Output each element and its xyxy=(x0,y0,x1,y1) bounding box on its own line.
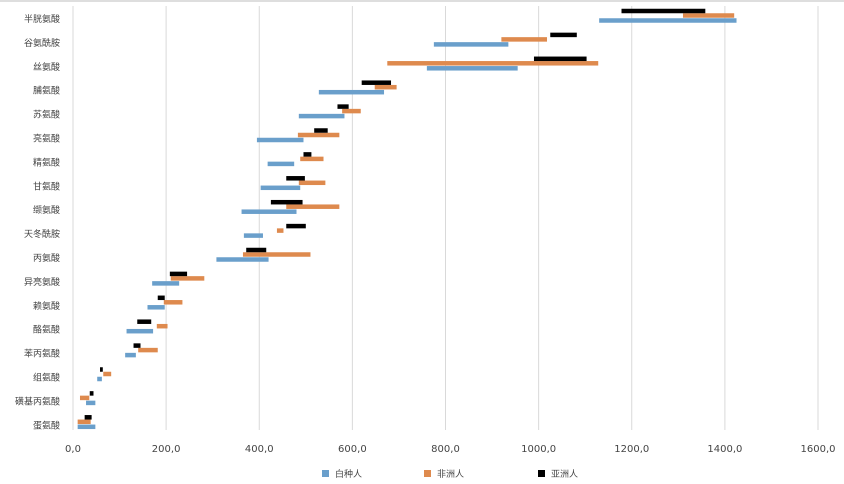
category-label: 苏氨酸 xyxy=(33,109,60,121)
bar-white xyxy=(433,42,509,47)
bar-african xyxy=(374,84,397,90)
bar-african xyxy=(286,204,340,209)
bar-asian xyxy=(137,319,152,324)
category-label: 亮氨酸 xyxy=(33,133,60,145)
legend-label: 白种人 xyxy=(335,470,363,480)
bar-african xyxy=(297,132,340,138)
category-label: 谷氨酰胺 xyxy=(24,37,60,49)
bar-asian xyxy=(621,8,706,14)
x-tick-label: 800,0 xyxy=(431,444,460,455)
bar-asian xyxy=(246,247,267,253)
legend-item: 亚洲人 xyxy=(538,467,578,480)
bar-asian xyxy=(270,199,303,205)
bar-asian xyxy=(89,391,94,396)
bar-asian xyxy=(533,56,587,62)
bar-white xyxy=(318,89,385,95)
bar-asian xyxy=(100,367,103,372)
category-label: 精氨酸 xyxy=(33,156,60,168)
bar-african xyxy=(342,108,361,114)
bar-asian xyxy=(157,295,165,301)
bar-asian xyxy=(133,343,141,348)
category-label: 脯氨酸 xyxy=(33,85,60,97)
bar-white xyxy=(147,305,165,310)
category-labels: 半胱氨酸谷氨酰胺丝氨酸脯氨酸苏氨酸亮氨酸精氨酸甘氨酸缬氨酸天冬酰胺丙氨酸异亮氨酸… xyxy=(15,13,60,431)
bar-asian xyxy=(361,80,392,85)
bar-white xyxy=(97,376,102,382)
bar-asian xyxy=(550,32,577,38)
x-tick-label: 0,0 xyxy=(65,444,81,455)
category-label: 组氨酸 xyxy=(33,372,60,384)
category-label: 天冬酰胺 xyxy=(24,228,60,240)
legend: 白种人 非洲人 亚洲人 xyxy=(0,467,844,481)
bar-asian xyxy=(286,176,305,181)
bar-asian xyxy=(337,104,349,109)
bar-white xyxy=(216,257,269,262)
bar-african xyxy=(170,276,205,281)
legend-item: 非洲人 xyxy=(424,467,464,480)
bar-white xyxy=(125,352,136,358)
category-label: 丝氨酸 xyxy=(33,61,60,73)
bar-african xyxy=(276,228,284,233)
bar-african xyxy=(387,61,599,66)
bar-white xyxy=(599,18,737,23)
legend-item: 白种人 xyxy=(322,467,362,480)
bar-asian xyxy=(286,223,306,229)
category-label: 缬氨酸 xyxy=(33,204,60,216)
x-tick-label: 600,0 xyxy=(338,444,367,455)
category-label: 异亮氨酸 xyxy=(24,276,60,288)
bar-white xyxy=(267,161,295,167)
bar-white xyxy=(426,66,518,71)
x-tick-label: 400,0 xyxy=(245,444,274,455)
bar-african xyxy=(77,419,91,425)
category-label: 丙氨酸 xyxy=(33,252,60,264)
x-tick-label: 1400,0 xyxy=(707,444,742,455)
bar-white xyxy=(256,137,304,143)
bar-white xyxy=(241,209,297,214)
bar-african xyxy=(138,347,158,353)
bar-white xyxy=(86,400,96,406)
bars xyxy=(77,8,737,430)
bar-african xyxy=(103,371,112,377)
category-label: 磺基丙氨酸 xyxy=(15,395,60,407)
bar-african xyxy=(242,252,311,257)
bar-white xyxy=(298,113,345,119)
bar-asian xyxy=(169,271,188,277)
bar-african xyxy=(300,156,324,162)
bar-asian xyxy=(314,128,328,133)
legend-swatch xyxy=(538,470,545,477)
x-tick-label: 1200,0 xyxy=(614,444,649,455)
bar-white xyxy=(152,281,180,286)
bar-african xyxy=(298,180,326,186)
x-tick-labels: 0,0 200,0 400,0 600,0 800,0 1000,0 1200,0 1400,… xyxy=(65,444,835,455)
bar-white xyxy=(77,424,96,430)
x-tick-label: 200,0 xyxy=(152,444,181,455)
bar-asian xyxy=(303,152,312,157)
category-label: 酪氨酸 xyxy=(33,324,60,336)
category-label: 半胱氨酸 xyxy=(24,13,60,25)
bar-asian xyxy=(84,415,92,420)
legend-swatch xyxy=(322,470,329,477)
x-tick-label: 1600,0 xyxy=(801,444,836,455)
bar-african xyxy=(156,323,168,329)
legend-label: 非洲人 xyxy=(437,470,465,480)
bar-african xyxy=(682,13,735,18)
bar-african xyxy=(79,395,90,401)
bar-african xyxy=(501,37,548,42)
category-label: 蛋氨酸 xyxy=(33,419,60,431)
category-label: 甘氨酸 xyxy=(33,180,60,192)
gridlines xyxy=(0,0,844,430)
legend-swatch xyxy=(424,470,431,477)
category-label: 苯丙氨酸 xyxy=(24,348,60,360)
x-tick-label: 1000,0 xyxy=(521,444,556,455)
legend-label: 亚洲人 xyxy=(551,470,579,480)
bar-white xyxy=(260,185,301,191)
category-label: 赖氨酸 xyxy=(33,300,60,312)
bar-african xyxy=(163,300,183,305)
bar-white xyxy=(243,233,263,238)
bar-white xyxy=(126,328,154,334)
